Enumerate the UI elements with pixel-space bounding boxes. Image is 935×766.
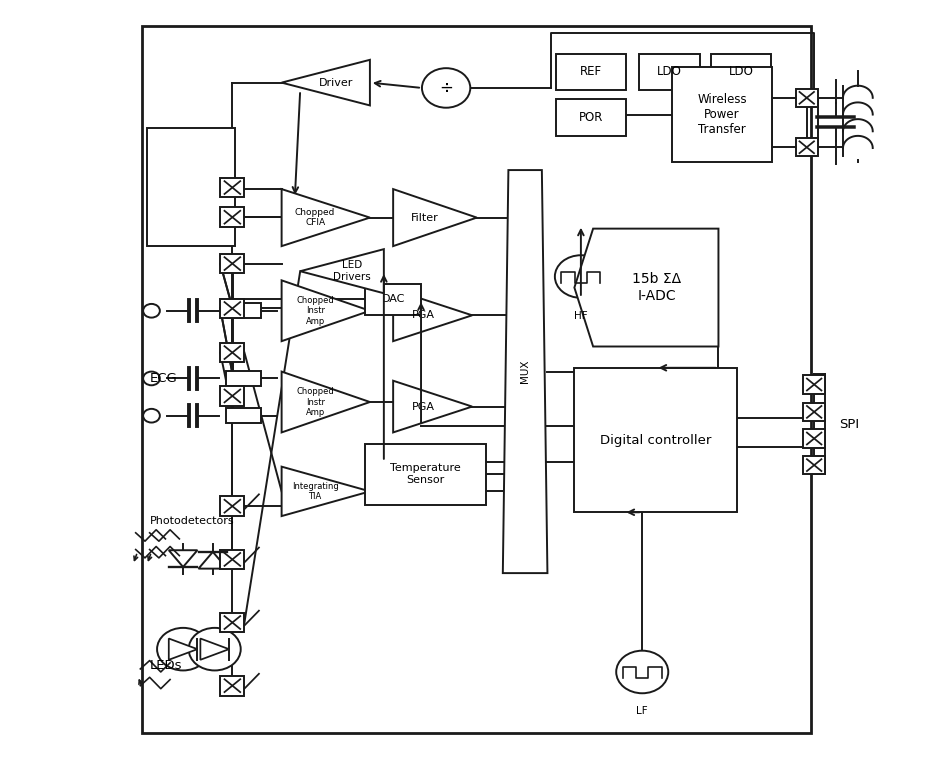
Text: LDO: LDO [728, 65, 754, 78]
Bar [640, 54, 700, 90]
Text: REF: REF [580, 65, 602, 78]
Bar [555, 100, 626, 136]
Text: PGA: PGA [411, 401, 435, 411]
Text: MUX: MUX [520, 360, 530, 383]
Text: LED
Drivers: LED Drivers [333, 260, 371, 282]
Bar [221, 676, 244, 696]
Text: SPI: SPI [840, 418, 859, 431]
Polygon shape [393, 290, 472, 341]
Text: ECG: ECG [150, 372, 178, 385]
Bar [226, 303, 261, 319]
Text: Chopped
CFIA: Chopped CFIA [295, 208, 336, 228]
Bar [221, 178, 244, 198]
Text: Digital controller: Digital controller [600, 434, 712, 447]
Bar [221, 386, 244, 406]
Bar [803, 375, 826, 394]
Polygon shape [574, 228, 718, 346]
Circle shape [616, 650, 669, 693]
Polygon shape [169, 639, 197, 660]
Bar [142, 25, 812, 733]
Text: Chopped
Instr
Amp: Chopped Instr Amp [296, 387, 334, 417]
Text: LF: LF [637, 706, 648, 716]
Text: LEDs: LEDs [150, 660, 182, 673]
Text: Temperature
Sensor: Temperature Sensor [390, 463, 461, 485]
Bar [147, 128, 235, 246]
Bar [796, 89, 818, 107]
Bar [221, 549, 244, 569]
Polygon shape [200, 639, 229, 660]
Bar [221, 208, 244, 227]
Text: POR: POR [579, 111, 603, 124]
Circle shape [143, 409, 160, 423]
Text: Chopped
Instr
Amp: Chopped Instr Amp [296, 296, 334, 326]
Polygon shape [281, 372, 370, 433]
Polygon shape [281, 280, 370, 341]
Bar [803, 403, 826, 421]
Bar [803, 430, 826, 447]
Text: LDO: LDO [657, 65, 683, 78]
Bar [221, 342, 244, 362]
Polygon shape [503, 170, 547, 573]
Text: Integrating
TIA: Integrating TIA [292, 482, 338, 501]
Bar [221, 254, 244, 273]
Circle shape [189, 628, 240, 670]
Bar [366, 444, 486, 505]
Polygon shape [281, 60, 370, 106]
Text: Wireless
Power
Transfer: Wireless Power Transfer [698, 93, 747, 136]
Text: Filter: Filter [411, 213, 439, 223]
Bar [672, 67, 772, 162]
Polygon shape [281, 189, 370, 246]
Circle shape [143, 372, 160, 385]
Bar [221, 613, 244, 633]
Text: Photodetectors: Photodetectors [150, 516, 235, 526]
Text: 15b ΣΔ
I-ADC: 15b ΣΔ I-ADC [632, 273, 681, 303]
Bar [803, 456, 826, 474]
Bar [226, 371, 261, 386]
Bar [555, 54, 626, 90]
Bar [226, 408, 261, 424]
Circle shape [554, 255, 607, 298]
Bar [711, 54, 771, 90]
Text: PGA: PGA [411, 310, 435, 320]
Bar [221, 496, 244, 516]
Text: ÷: ÷ [439, 79, 453, 97]
Polygon shape [393, 381, 472, 433]
Polygon shape [393, 189, 477, 246]
Polygon shape [300, 249, 384, 293]
Bar [366, 284, 421, 315]
Circle shape [143, 304, 160, 318]
Bar [221, 299, 244, 319]
Polygon shape [281, 466, 370, 516]
Text: DAC: DAC [381, 294, 405, 304]
Circle shape [422, 68, 470, 108]
Polygon shape [198, 552, 227, 568]
Circle shape [157, 628, 209, 670]
Polygon shape [169, 550, 197, 567]
Text: HF: HF [574, 311, 588, 321]
Bar [796, 138, 818, 156]
Bar [574, 368, 737, 512]
Text: Driver: Driver [319, 77, 353, 87]
